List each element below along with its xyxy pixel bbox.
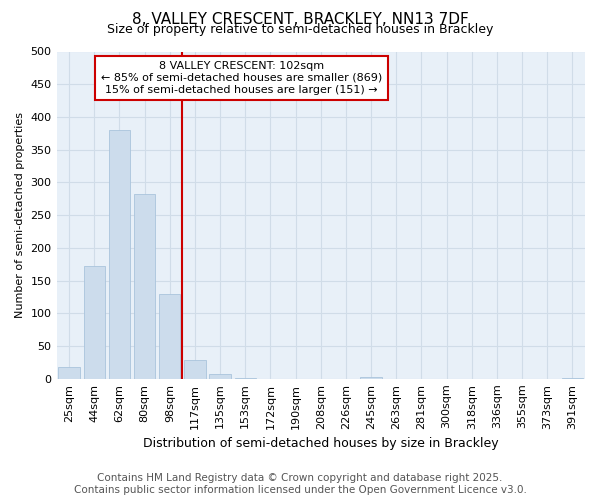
Text: Contains HM Land Registry data © Crown copyright and database right 2025.
Contai: Contains HM Land Registry data © Crown c… xyxy=(74,474,526,495)
Bar xyxy=(159,294,181,379)
Y-axis label: Number of semi-detached properties: Number of semi-detached properties xyxy=(15,112,25,318)
Bar xyxy=(134,194,155,379)
Bar xyxy=(58,367,80,379)
Text: 8, VALLEY CRESCENT, BRACKLEY, NN13 7DF: 8, VALLEY CRESCENT, BRACKLEY, NN13 7DF xyxy=(131,12,469,28)
Bar xyxy=(562,378,583,379)
Bar xyxy=(184,360,206,379)
Bar xyxy=(83,266,105,379)
Text: 8 VALLEY CRESCENT: 102sqm
← 85% of semi-detached houses are smaller (869)
15% of: 8 VALLEY CRESCENT: 102sqm ← 85% of semi-… xyxy=(101,62,382,94)
Bar xyxy=(361,377,382,379)
Text: Size of property relative to semi-detached houses in Brackley: Size of property relative to semi-detach… xyxy=(107,22,493,36)
Bar xyxy=(235,378,256,379)
X-axis label: Distribution of semi-detached houses by size in Brackley: Distribution of semi-detached houses by … xyxy=(143,437,499,450)
Bar xyxy=(209,374,231,379)
Bar xyxy=(109,130,130,379)
